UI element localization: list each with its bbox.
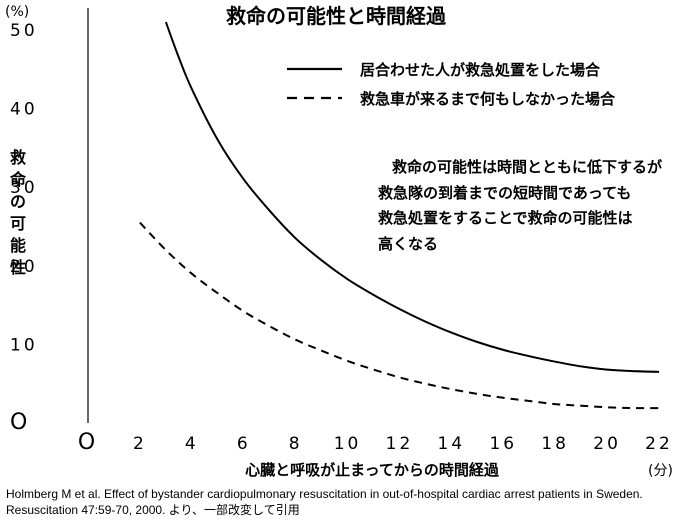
- x-tick-label: 16: [489, 434, 517, 454]
- x-tick-label: 18: [541, 434, 569, 454]
- x-tick-labels: O 2 4 6 8 10 12 14 16 18 20 22: [78, 430, 673, 455]
- legend-label-dashed: 救急車が来るまで何もしなかった場合: [360, 90, 616, 108]
- x-tick-label: O: [78, 430, 98, 455]
- annotation-line-3: 救急処置をすることで救命の可能性は: [378, 209, 633, 227]
- x-tick-label: 4: [185, 434, 199, 454]
- y-tick-label: O: [10, 410, 30, 435]
- x-tick-label: 14: [438, 434, 466, 454]
- y-axis-unit: (%): [5, 4, 29, 20]
- y-tick-labels: O 10 20 30 40 50: [10, 21, 38, 435]
- source-citation: Holmberg M et al. Effect of bystander ca…: [6, 486, 643, 518]
- x-tick-label: 8: [289, 434, 303, 454]
- annotation: 救命の可能性は時間とともに低下するが 救急隊の到着までの短時間であっても 救急処…: [378, 158, 663, 253]
- legend-label-solid: 居合わせた人が救急処置をした場合: [360, 61, 601, 79]
- y-tick-label: 20: [10, 257, 38, 277]
- y-axis-label-char: 救: [10, 148, 26, 167]
- y-tick-label: 40: [10, 100, 38, 120]
- y-axis-label-char: 可: [10, 214, 26, 233]
- chart-title: 救命の可能性と時間経過: [226, 4, 447, 28]
- chart: 救命の可能性と時間経過 (%) 救命の可能性 O 10 20 30 40 50 O 2 4 6 8…: [5, 4, 673, 479]
- x-axis-label: 心臓と呼吸が止まってからの時間経過: [245, 461, 500, 479]
- x-tick-label: 12: [386, 434, 414, 454]
- series-lines: [139, 21, 660, 410]
- x-tick-label: 6: [237, 434, 251, 454]
- annotation-line-4: 高くなる: [378, 235, 438, 253]
- y-tick-label: 30: [10, 178, 38, 198]
- x-tick-label: 10: [334, 434, 362, 454]
- y-tick-label: 10: [10, 335, 38, 355]
- source-line-2: Resuscitation 47:59-70, 2000. より、一部改変して引…: [6, 503, 300, 517]
- y-tick-label: 50: [10, 21, 38, 41]
- y-axis-label: 救命の可能性: [9, 148, 27, 277]
- legend: 居合わせた人が救急処置をした場合 救急車が来るまで何もしなかった場合: [287, 61, 616, 108]
- y-axis-label-char: 性: [10, 258, 26, 277]
- x-tick-label: 22: [645, 434, 673, 454]
- annotation-line-1: 救命の可能性は時間とともに低下するが: [392, 158, 663, 176]
- y-axis-label-char: 能: [10, 236, 26, 255]
- x-tick-label: 20: [593, 434, 621, 454]
- y-axis-label-char: の: [10, 192, 26, 211]
- x-axis-unit: (分): [648, 463, 673, 479]
- x-tick-label: 2: [133, 434, 147, 454]
- y-axis-label-char: 命: [9, 170, 27, 189]
- source-line-1: Holmberg M et al. Effect of bystander ca…: [6, 487, 643, 501]
- annotation-line-2: 救急隊の到着までの短時間であっても: [378, 184, 631, 202]
- series-line-dashed: [139, 221, 660, 410]
- series-line-solid: [164, 21, 660, 373]
